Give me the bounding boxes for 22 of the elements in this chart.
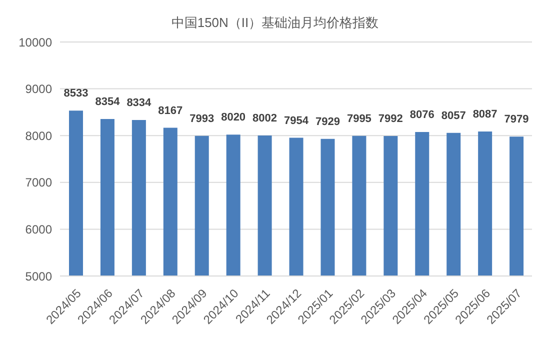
data-label: 8020 [221,112,246,124]
data-label: 8334 [126,96,152,109]
y-tick-label: 9000 [25,82,52,96]
data-label: 8002 [252,112,278,125]
data-label: 8076 [410,109,434,122]
data-label: 8057 [441,110,466,122]
data-label: 8354 [95,96,121,108]
data-label: 8533 [64,88,88,100]
y-tick-label: 5000 [25,269,52,284]
data-label: 7992 [378,112,403,125]
y-tick-label: 8000 [25,128,52,143]
data-label: 8087 [472,108,498,121]
data-label: 8167 [158,104,183,117]
y-tick-label: 10000 [18,35,52,50]
y-tick-label: 7000 [25,176,52,190]
chart-title: 中国150N（II）基础油月均价格指数 [170,14,380,32]
data-label: 7954 [284,114,310,127]
data-label: 7995 [346,112,372,125]
data-label: 7993 [190,112,214,125]
data-label: 7929 [315,116,340,128]
data-label: 7979 [504,114,529,126]
y-tick-label: 6000 [25,222,52,236]
